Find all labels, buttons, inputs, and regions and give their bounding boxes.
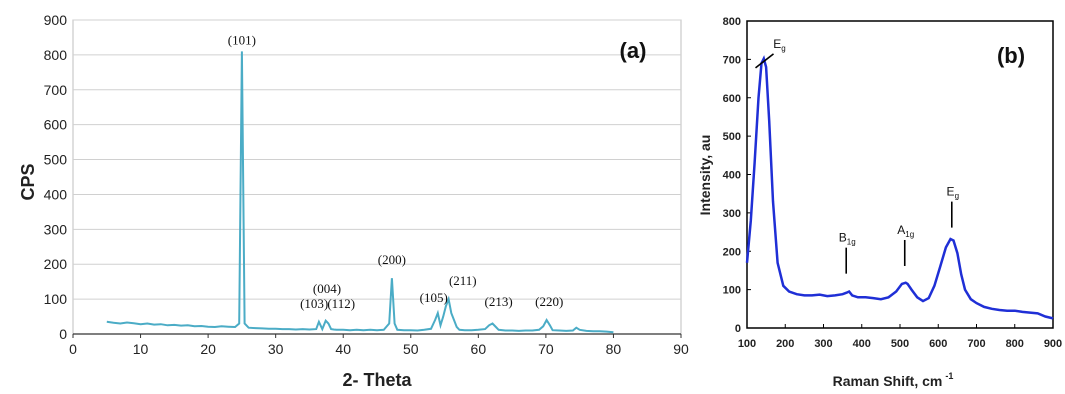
raman-y-tick-label: 600 bbox=[723, 93, 741, 105]
xrd-peak-label: (112) bbox=[327, 296, 355, 311]
raman-x-tick-label: 300 bbox=[814, 338, 832, 350]
xrd-x-tick-label: 0 bbox=[69, 341, 77, 357]
raman-peak-label: A1g bbox=[897, 223, 914, 239]
xrd-series-line bbox=[106, 51, 614, 334]
xrd-x-tick-label: 60 bbox=[471, 341, 487, 357]
raman-x-tick-label: 700 bbox=[967, 338, 985, 350]
raman-y-axis-title: Intensity, au bbox=[697, 135, 713, 216]
xrd-x-tick-label: 10 bbox=[133, 341, 149, 357]
xrd-peak-label: (103) bbox=[300, 296, 328, 311]
xrd-y-tick-label: 500 bbox=[44, 152, 68, 168]
xrd-x-axis-title: 2- Theta bbox=[342, 370, 412, 390]
raman-y-tick-label: 200 bbox=[723, 246, 741, 258]
raman-peak-label: Eg bbox=[947, 185, 959, 201]
raman-peak-label: Eg bbox=[773, 37, 785, 53]
xrd-y-tick-label: 100 bbox=[44, 291, 68, 307]
xrd-peak-labels: (101) (004)(103) (112) (200) (105)(211) (213)… bbox=[228, 32, 564, 310]
xrd-peak-label: (220) bbox=[535, 294, 563, 309]
raman-y-tick-label: 300 bbox=[723, 208, 741, 220]
raman-series-line bbox=[745, 55, 1054, 320]
raman-x-ticks: 100 200 300 400 500 600 700 800 900 bbox=[738, 324, 1062, 350]
xrd-chart: 0 100 200 300 400 500 600 700 800 900 0 10 20 30 40 50… bbox=[18, 12, 689, 390]
xrd-peak-label: (200) bbox=[378, 252, 406, 267]
xrd-x-tick-label: 50 bbox=[403, 341, 419, 357]
raman-label-leader bbox=[755, 53, 775, 69]
raman-x-tick-label: 900 bbox=[1044, 338, 1062, 350]
raman-y-tick-label: 100 bbox=[723, 285, 741, 297]
raman-chart: 0 100 200 300 400 500 600 700 800 100 200 300 400 50… bbox=[697, 16, 1062, 389]
xrd-peak-label: (101) bbox=[228, 32, 256, 47]
raman-x-axis-title: Raman Shift, cm -1 bbox=[833, 371, 954, 389]
raman-x-tick-label: 600 bbox=[929, 338, 947, 350]
raman-x-tick-label: 100 bbox=[738, 338, 756, 350]
raman-x-tick-label: 800 bbox=[1006, 338, 1024, 350]
xrd-peak-label: (004) bbox=[313, 281, 341, 296]
raman-x-tick-label: 500 bbox=[891, 338, 909, 350]
raman-y-ticks: 0 100 200 300 400 500 600 700 800 bbox=[723, 16, 751, 335]
raman-x-axis-title-text: Raman Shift, cm bbox=[833, 373, 943, 389]
xrd-x-tick-label: 40 bbox=[335, 341, 351, 357]
xrd-y-tick-label: 0 bbox=[59, 326, 67, 342]
xrd-y-tick-label: 800 bbox=[44, 47, 68, 63]
raman-peak-label: B1g bbox=[839, 231, 856, 247]
xrd-x-tick-label: 70 bbox=[538, 341, 554, 357]
xrd-peak-label: (211) bbox=[449, 273, 477, 288]
xrd-x-tick-label: 30 bbox=[268, 341, 284, 357]
xrd-y-tick-label: 400 bbox=[44, 186, 68, 202]
xrd-x-ticks: 0 10 20 30 40 50 60 70 80 90 bbox=[69, 334, 689, 357]
panel-label-a: (a) bbox=[620, 38, 647, 63]
raman-y-tick-label: 500 bbox=[723, 131, 741, 143]
raman-x-axis-title-sup: -1 bbox=[945, 371, 953, 381]
raman-y-tick-label: 400 bbox=[723, 170, 741, 182]
xrd-y-tick-label: 200 bbox=[44, 256, 68, 272]
xrd-y-tick-label: 700 bbox=[44, 82, 68, 98]
raman-y-tick-label: 700 bbox=[723, 54, 741, 66]
xrd-x-tick-label: 90 bbox=[673, 341, 689, 357]
raman-x-tick-label: 400 bbox=[853, 338, 871, 350]
xrd-plot-area bbox=[72, 19, 682, 335]
xrd-peak-label: (213) bbox=[485, 294, 513, 309]
raman-y-tick-label: 800 bbox=[723, 16, 741, 28]
raman-y-tick-label: 0 bbox=[735, 323, 741, 335]
xrd-x-tick-label: 80 bbox=[606, 341, 622, 357]
xrd-grid bbox=[73, 19, 681, 335]
xrd-y-tick-label: 600 bbox=[44, 117, 68, 133]
xrd-peak-label: (105) bbox=[420, 290, 448, 305]
raman-peak-labels: Eg B1g A1g Eg bbox=[755, 37, 959, 274]
xrd-y-axis-title: CPS bbox=[18, 163, 38, 200]
xrd-y-tick-label: 900 bbox=[44, 12, 68, 28]
raman-x-tick-label: 200 bbox=[776, 338, 794, 350]
xrd-x-tick-label: 20 bbox=[200, 341, 216, 357]
panel-label-b: (b) bbox=[997, 43, 1025, 68]
xrd-y-tick-label: 300 bbox=[44, 221, 68, 237]
xrd-y-ticks: 0 100 200 300 400 500 600 700 800 900 bbox=[44, 12, 68, 342]
